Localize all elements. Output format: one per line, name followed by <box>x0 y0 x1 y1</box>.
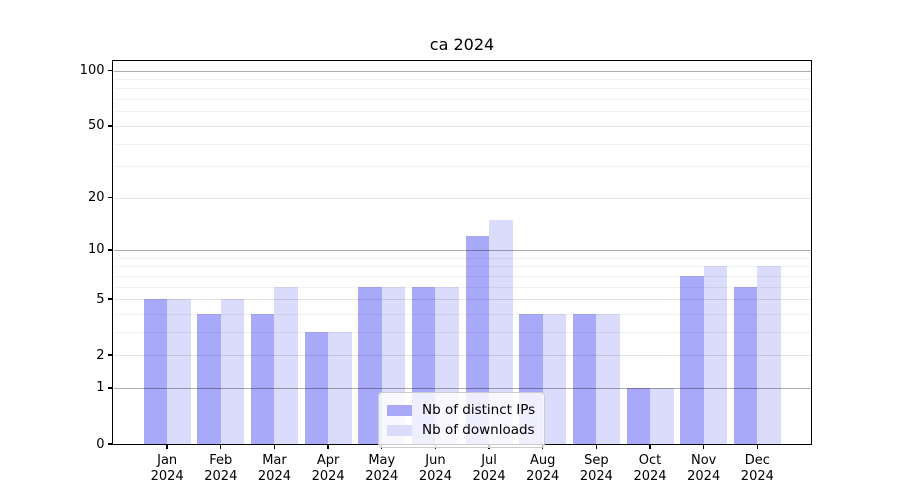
legend-label-downloads: Nb of downloads <box>422 422 535 438</box>
gridline-y-4 <box>113 313 811 315</box>
x-tick-sep <box>595 444 598 449</box>
legend-row-downloads: Nb of downloads <box>387 420 535 440</box>
bar-downloads-aug <box>542 313 567 444</box>
gridline-y-50 <box>113 125 811 127</box>
gridline-y-7 <box>113 275 811 277</box>
x-tick-label-dec: Dec 2024 <box>740 453 774 484</box>
y-tick-5 <box>108 298 113 300</box>
x-tick-nov <box>702 444 705 449</box>
chart-title: ca 2024 <box>429 35 495 54</box>
x-tick-mar <box>273 444 276 449</box>
gridline-y-100 <box>113 70 811 72</box>
x-tick-label-mar: Mar 2024 <box>257 453 291 484</box>
y-tick-label-5: 5 <box>96 291 105 307</box>
gridline-y-8 <box>113 266 811 268</box>
y-tick-2 <box>108 354 113 356</box>
x-tick-label-feb: Feb 2024 <box>204 453 238 484</box>
bar-ips-apr <box>304 331 329 444</box>
x-tick-label-may: May 2024 <box>365 453 399 484</box>
y-tick-label-2: 2 <box>96 347 105 363</box>
x-tick-label-sep: Sep 2024 <box>579 453 613 484</box>
y-tick-0 <box>108 443 113 445</box>
x-tick-jan <box>166 444 168 449</box>
y-tick-10 <box>108 249 113 251</box>
gridline-y-3 <box>113 331 811 333</box>
gridline-y-1 <box>113 387 811 390</box>
y-tick-100 <box>108 69 113 72</box>
y-tick-label-20: 20 <box>87 190 105 206</box>
y-tick-label-0: 0 <box>96 436 105 452</box>
bar-ips-jan <box>143 299 168 444</box>
bar-downloads-oct <box>650 387 674 444</box>
legend-swatch-distinct-ips <box>387 404 412 416</box>
gridline-y-30 <box>113 166 811 168</box>
bar-ips-feb <box>197 313 221 444</box>
gridline-y-6 <box>113 286 811 288</box>
gridline-y-80 <box>113 88 811 90</box>
y-tick-20 <box>108 196 113 199</box>
gridline-y-2 <box>113 355 811 357</box>
plot-area <box>113 62 811 445</box>
bar-downloads-dec <box>757 266 781 444</box>
y-tick-1 <box>108 387 113 389</box>
x-tick-label-aug: Aug 2024 <box>526 453 560 484</box>
legend-row-distinct-ips: Nb of distinct IPs <box>387 400 535 420</box>
x-tick-label-jan: Jan 2024 <box>150 453 184 484</box>
gridline-y-70 <box>113 99 811 101</box>
y-tick-label-1: 1 <box>96 380 105 396</box>
gridline-y-10 <box>113 249 811 252</box>
legend: Nb of distinct IPs Nb of downloads <box>378 392 546 448</box>
bar-downloads-jul <box>489 219 513 444</box>
bar-ips-oct <box>626 387 651 444</box>
gridline-y-40 <box>113 143 811 145</box>
y-tick-label-10: 10 <box>87 242 105 258</box>
x-tick-label-jul: Jul 2024 <box>472 453 506 484</box>
gridline-y-9 <box>113 257 811 259</box>
legend-swatch-downloads <box>387 424 412 436</box>
x-tick-label-apr: Apr 2024 <box>311 453 345 484</box>
x-tick-label-oct: Oct 2024 <box>633 453 667 484</box>
legend-label-distinct-ips: Nb of distinct IPs <box>422 402 536 418</box>
x-tick-oct <box>649 444 651 449</box>
bar-ips-mar <box>250 313 275 444</box>
bar-ips-nov <box>680 275 704 444</box>
x-tick-dec <box>756 444 759 449</box>
y-tick-50 <box>108 125 113 127</box>
bar-downloads-jan <box>167 299 191 444</box>
gridline-y-60 <box>113 111 811 113</box>
bar-downloads-sep <box>596 313 620 444</box>
gridline-y-5 <box>113 299 811 301</box>
y-tick-label-50: 50 <box>87 118 105 134</box>
x-tick-apr <box>327 444 329 449</box>
bar-downloads-feb <box>220 299 245 444</box>
bar-ips-may <box>358 286 382 444</box>
x-tick-label-nov: Nov 2024 <box>687 453 721 484</box>
bar-downloads-apr <box>328 331 352 444</box>
y-tick-label-100: 100 <box>79 63 105 79</box>
bar-downloads-mar <box>274 286 298 444</box>
bar-downloads-nov <box>703 266 728 444</box>
x-tick-feb <box>220 444 222 449</box>
bar-ips-sep <box>572 313 597 444</box>
gridline-y-90 <box>113 79 811 81</box>
x-tick-label-jun: Jun 2024 <box>418 453 452 484</box>
gridline-y-20 <box>113 197 811 199</box>
bar-ips-dec <box>733 286 758 444</box>
